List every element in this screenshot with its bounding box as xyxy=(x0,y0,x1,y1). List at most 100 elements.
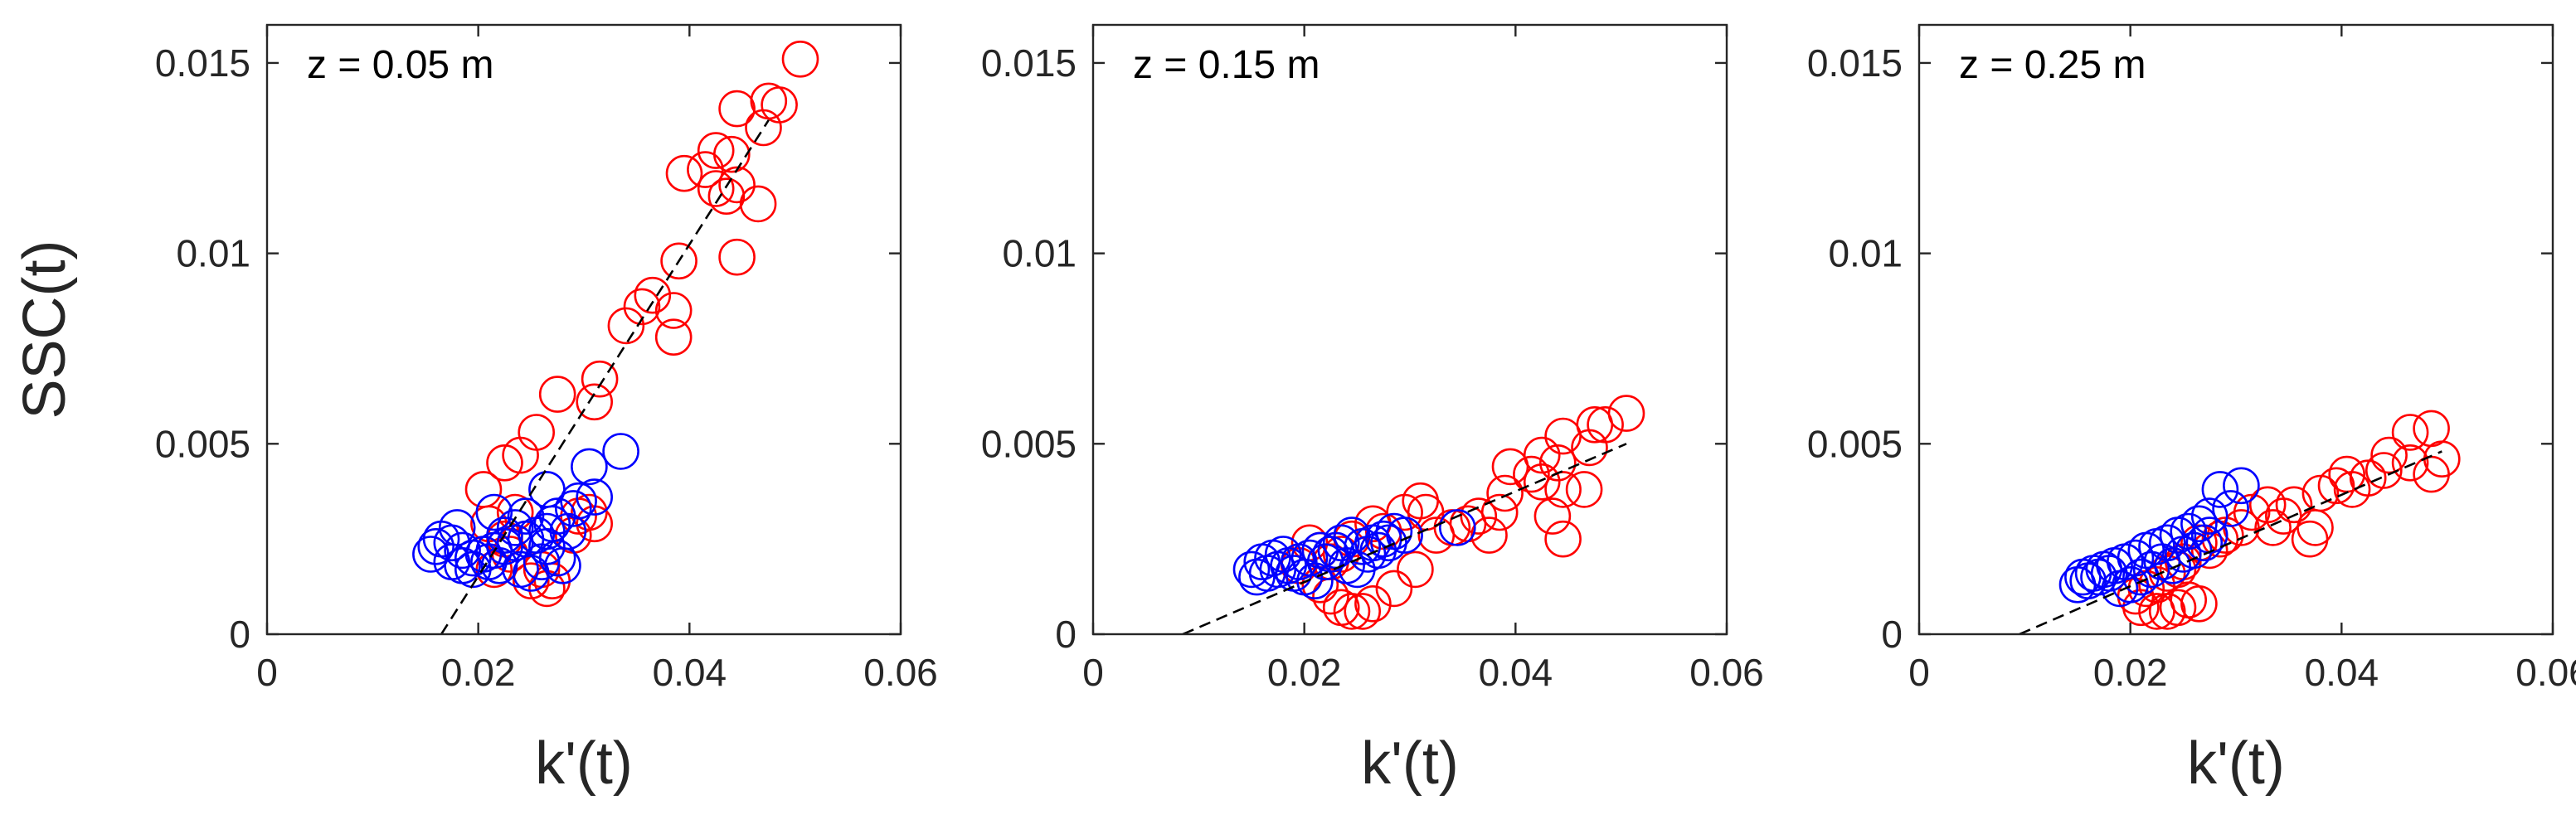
data-point-blue xyxy=(454,550,492,589)
y-tick-label: 0.015 xyxy=(155,41,250,85)
data-point-blue xyxy=(2212,490,2249,527)
data-point-red xyxy=(665,154,703,192)
data-point-red xyxy=(745,109,782,147)
data-point-red xyxy=(512,562,550,600)
data-point-red xyxy=(2391,444,2429,482)
data-point-blue xyxy=(2112,565,2149,604)
data-point-blue xyxy=(1370,524,1407,562)
data-point-blue xyxy=(454,539,492,577)
data-point-blue xyxy=(522,543,561,581)
data-point-red xyxy=(1539,444,1577,482)
data-point-red xyxy=(1544,417,1582,455)
data-point-blue xyxy=(2180,505,2218,543)
data-point-blue xyxy=(1232,550,1271,589)
data-point-blue xyxy=(1306,543,1344,581)
data-point-blue xyxy=(1344,527,1381,565)
data-point-red xyxy=(660,242,697,280)
data-point-red xyxy=(1513,455,1550,493)
data-point-blue xyxy=(571,448,608,486)
data-point-red xyxy=(697,132,735,169)
data-point-red xyxy=(2370,436,2408,474)
data-point-blue xyxy=(2064,558,2102,596)
x-tick-label: 0.04 xyxy=(653,651,727,694)
data-point-red xyxy=(718,166,756,204)
x-tick-label: 0.04 xyxy=(2305,651,2379,694)
data-point-red xyxy=(654,318,693,356)
data-point-blue xyxy=(2154,546,2191,584)
data-point-red xyxy=(2391,414,2429,451)
data-point-red xyxy=(1533,497,1572,535)
data-point-red xyxy=(1354,584,1392,623)
y-tick-label: 0 xyxy=(229,613,250,656)
plot-background xyxy=(1919,25,2553,634)
data-point-red xyxy=(623,288,661,326)
data-point-red xyxy=(1344,593,1381,630)
data-point-red xyxy=(750,82,788,120)
data-point-blue xyxy=(2223,467,2260,505)
x-axis-label: k'(t) xyxy=(2187,730,2285,797)
y-tick-label: 0.005 xyxy=(155,422,250,465)
x-tick-label: 0 xyxy=(256,651,278,694)
fit-line xyxy=(440,119,770,634)
data-layer xyxy=(1182,395,1645,634)
data-point-red xyxy=(1571,429,1608,467)
data-layer xyxy=(412,41,819,634)
data-point-red xyxy=(1565,471,1603,508)
data-point-red xyxy=(2317,467,2355,505)
data-point-blue xyxy=(576,478,614,516)
data-point-blue xyxy=(507,497,545,535)
data-point-red xyxy=(2248,486,2287,524)
data-point-blue xyxy=(444,531,481,570)
data-point-red xyxy=(1491,448,1529,486)
data-point-blue xyxy=(438,509,476,546)
axes-box xyxy=(1091,23,1728,636)
y-tick-label: 0.015 xyxy=(981,41,1077,85)
data-point-blue xyxy=(538,539,576,577)
data-point-red xyxy=(718,90,756,128)
y-tick-label: 0.01 xyxy=(176,232,250,275)
data-point-blue xyxy=(2190,497,2228,535)
plot-background xyxy=(267,25,901,634)
chart-panel-1: 0 0.02 0.04 0.06 0 0.005 0.01 0.015 z = 0.05 m k'… xyxy=(12,23,938,797)
x-tick-label: 0.02 xyxy=(441,651,516,694)
data-point-blue xyxy=(1296,562,1334,600)
x-tick-label: 0.04 xyxy=(1479,651,1553,694)
data-point-blue xyxy=(417,527,455,565)
data-point-red xyxy=(2159,589,2197,627)
data-point-blue xyxy=(554,490,592,527)
data-point-red xyxy=(1397,550,1434,589)
data-point-red xyxy=(1544,471,1582,508)
data-point-red xyxy=(2180,584,2218,623)
data-point-red xyxy=(2365,452,2403,489)
data-point-blue xyxy=(528,471,566,508)
data-point-red xyxy=(2413,410,2450,448)
data-point-blue xyxy=(2132,550,2170,589)
data-point-red xyxy=(2275,486,2313,524)
y-tick-label: 0.015 xyxy=(1807,41,1903,85)
data-point-blue xyxy=(549,512,587,550)
data-point-red xyxy=(1333,593,1371,630)
data-point-red xyxy=(2254,509,2292,546)
data-point-blue xyxy=(1359,531,1397,570)
data-point-blue xyxy=(2185,524,2224,562)
data-point-blue xyxy=(486,516,523,554)
data-point-blue xyxy=(1264,536,1302,573)
data-point-red xyxy=(687,151,724,188)
data-point-red xyxy=(654,292,693,329)
data-layer xyxy=(2019,410,2461,634)
data-point-blue xyxy=(2201,471,2239,508)
data-point-red xyxy=(581,360,619,398)
x-tick-label: 0.02 xyxy=(2093,651,2168,694)
data-point-red xyxy=(576,383,614,421)
data-point-red xyxy=(739,185,777,223)
data-point-red xyxy=(718,238,756,276)
data-point-red xyxy=(697,170,735,207)
x-tick-label: 0.06 xyxy=(2515,651,2576,694)
plot-background xyxy=(1093,25,1727,634)
data-point-blue xyxy=(496,509,534,546)
depth-annotation: z = 0.25 m xyxy=(1959,43,2146,87)
x-tick-label: 0.06 xyxy=(863,651,938,694)
data-point-red xyxy=(2333,471,2371,508)
data-point-red xyxy=(1523,463,1561,501)
y-tick-label: 0.01 xyxy=(1002,232,1077,275)
